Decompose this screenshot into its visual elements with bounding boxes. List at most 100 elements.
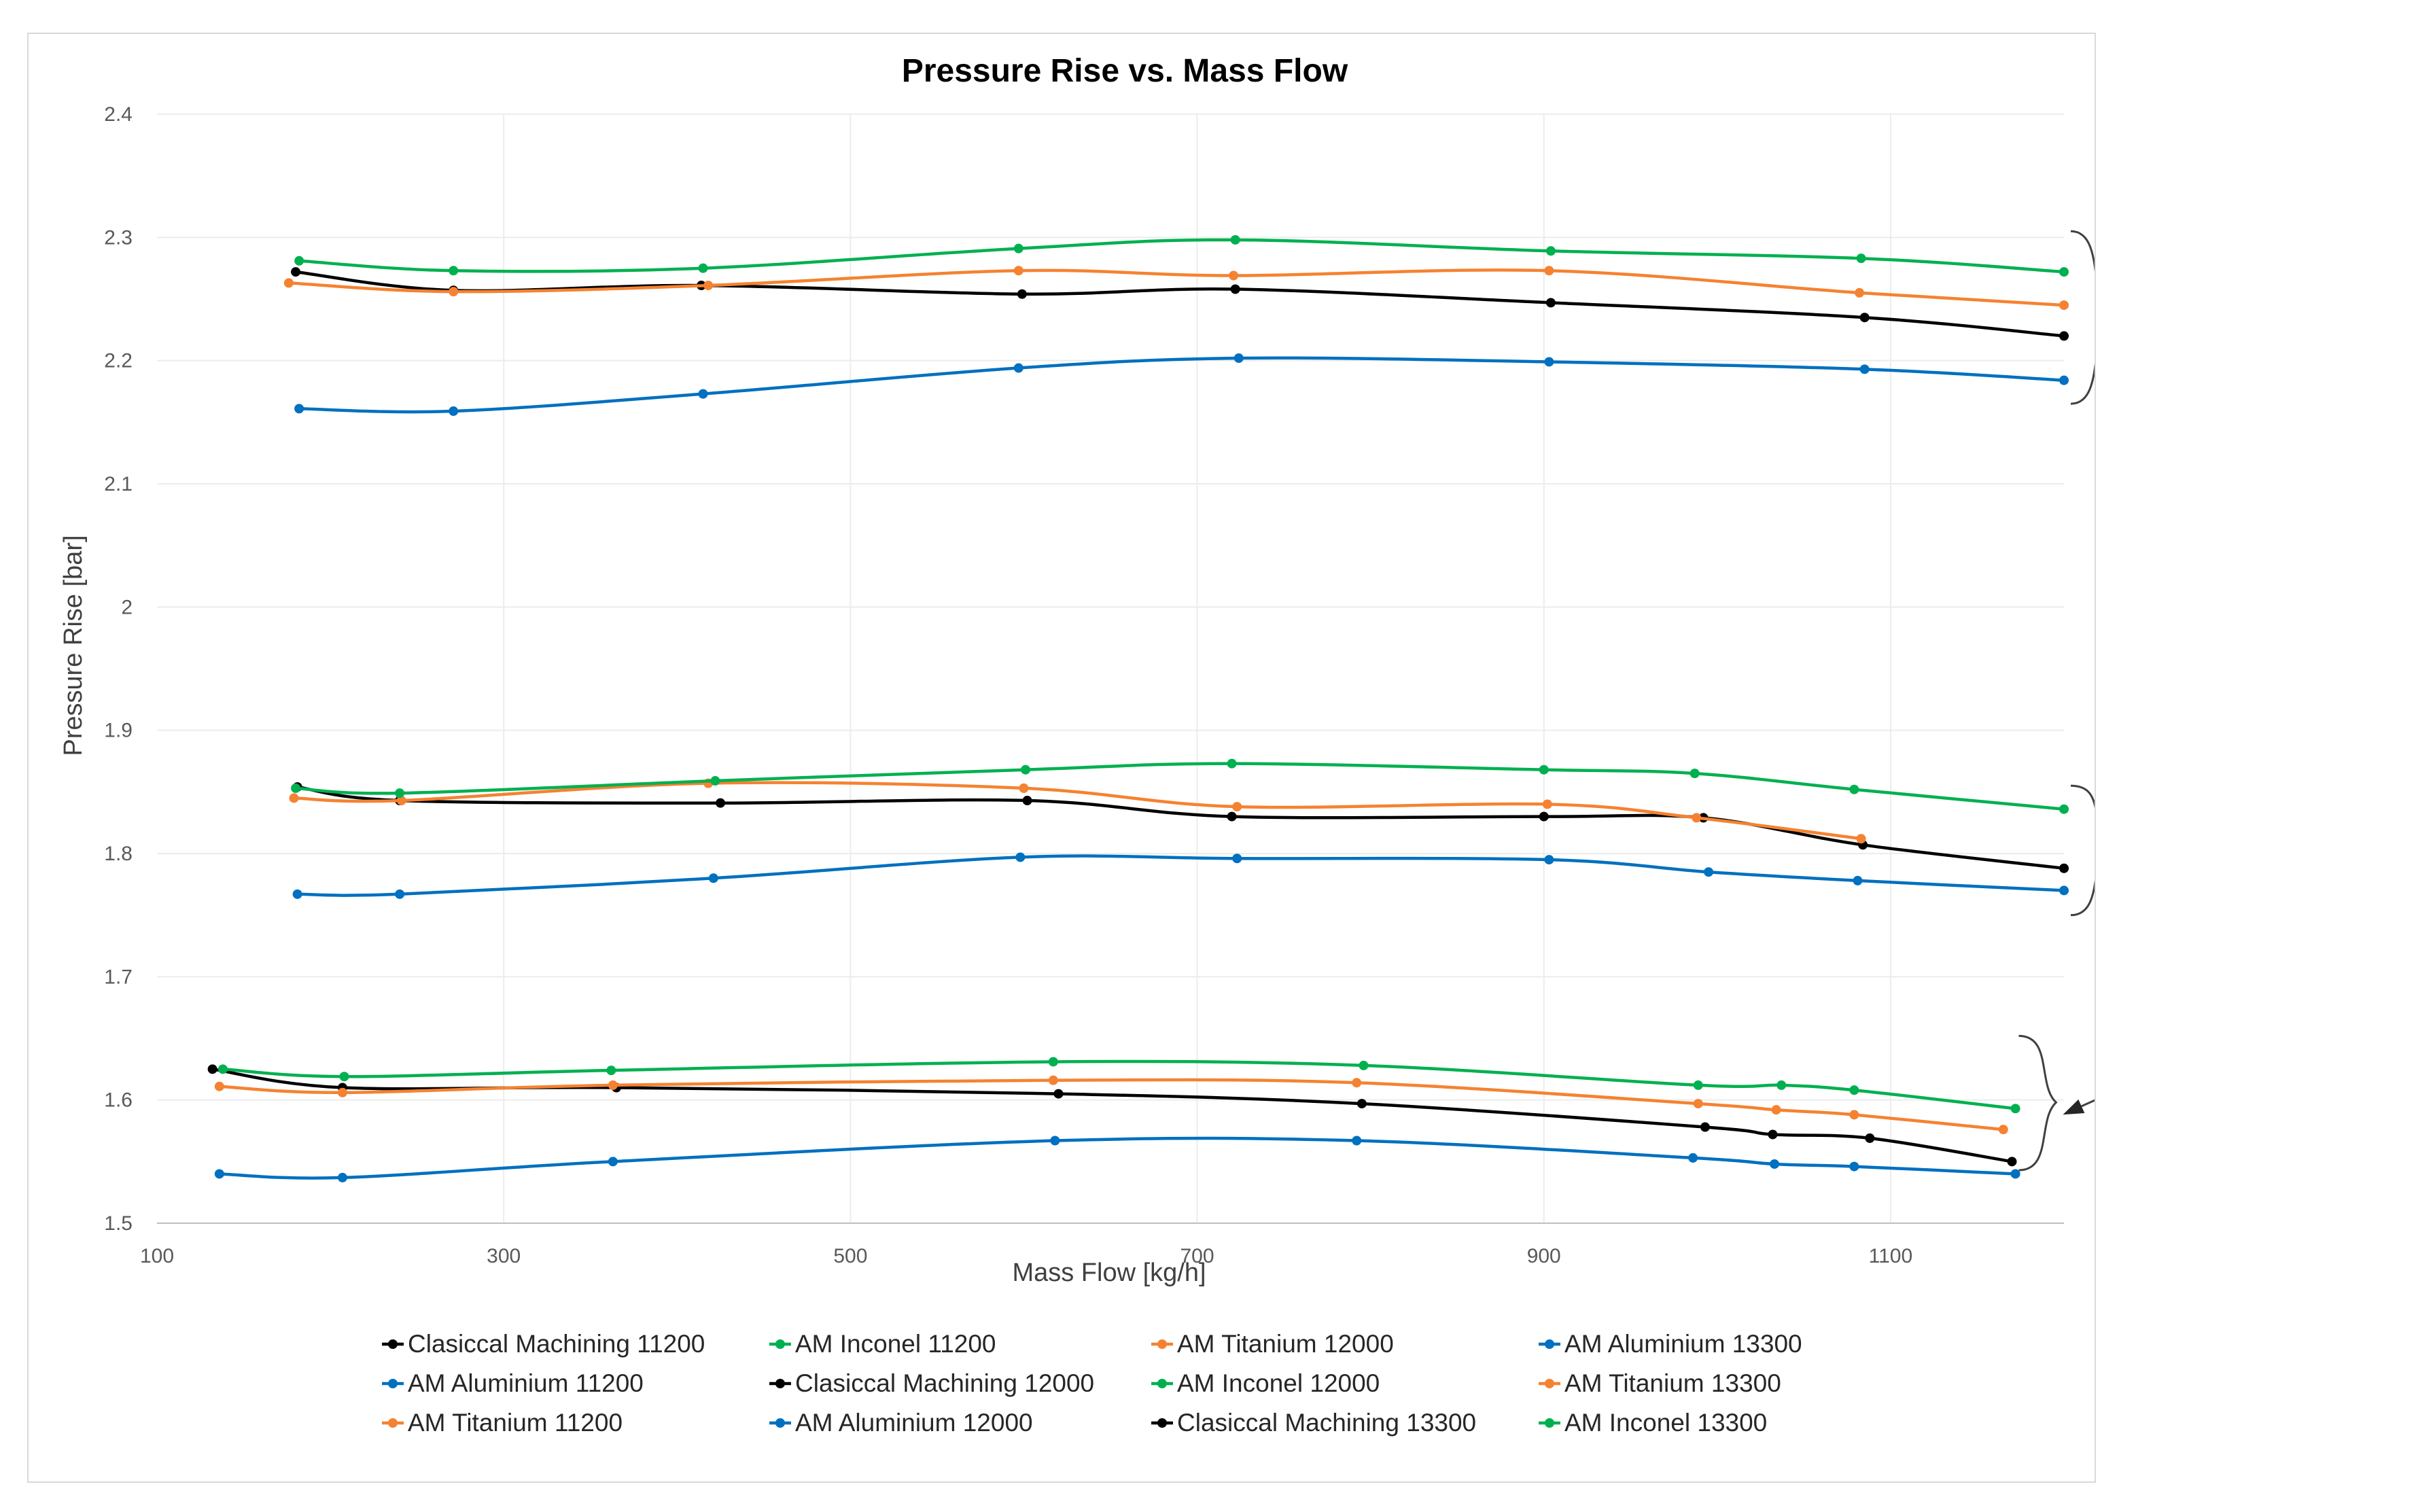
rpm-brace xyxy=(2018,1034,2058,1172)
y-tick-label: 1.8 xyxy=(104,843,133,865)
legend-label: AM Inconel 12000 xyxy=(1177,1369,1380,1397)
data-point xyxy=(1230,234,1240,245)
legend-item: Clasiccal Machining 11200 xyxy=(382,1330,705,1358)
data-point xyxy=(449,266,459,276)
data-point xyxy=(1048,1057,1058,1067)
data-point xyxy=(698,263,708,273)
legend-swatch-marker xyxy=(1157,1339,1167,1349)
data-point xyxy=(294,256,304,266)
data-point xyxy=(1013,363,1023,373)
legend-item: AM Titanium 12000 xyxy=(1151,1330,1394,1358)
chart-title: Pressure Rise vs. Mass Flow xyxy=(902,53,1348,89)
data-point xyxy=(283,278,294,288)
arrow-head-icon xyxy=(2063,1099,2085,1115)
data-point xyxy=(289,793,299,803)
data-point xyxy=(1022,796,1032,806)
series-line xyxy=(299,356,2065,414)
legend-label: AM Aluminium 13300 xyxy=(1564,1330,1802,1358)
series-line xyxy=(294,781,1861,841)
data-point xyxy=(2059,300,2069,311)
series-line xyxy=(297,785,2065,871)
legend-swatch-marker xyxy=(775,1418,785,1428)
series-line xyxy=(219,1078,2003,1131)
data-point xyxy=(214,1081,224,1091)
series-clasiccal-machining-12000 xyxy=(292,782,2069,873)
data-point xyxy=(1352,1078,1362,1088)
series-line xyxy=(219,1136,2016,1180)
data-point xyxy=(1859,313,1870,323)
legend-item: AM Inconel 13300 xyxy=(1539,1409,1767,1437)
legend-item: AM Aluminium 12000 xyxy=(769,1409,1033,1437)
data-point xyxy=(1769,1159,1779,1169)
data-point xyxy=(292,889,302,899)
data-point xyxy=(1227,758,1237,769)
data-point xyxy=(716,798,726,808)
legend-label: Clasiccal Machining 13300 xyxy=(1177,1409,1476,1437)
x-tick-label: 900 xyxy=(1527,1245,1561,1267)
series-line xyxy=(222,1059,2016,1110)
data-point xyxy=(1690,769,1700,779)
data-point xyxy=(2059,804,2069,814)
series-line xyxy=(295,270,2065,338)
series-am-inconel-12000 xyxy=(291,758,2069,814)
data-point xyxy=(1015,852,1026,862)
legend: Clasiccal Machining 11200 AM Aluminium 11… xyxy=(382,1330,1802,1437)
data-point xyxy=(337,1087,347,1097)
data-point xyxy=(449,406,459,417)
data-point xyxy=(698,389,708,399)
data-point xyxy=(1771,1105,1781,1115)
data-point xyxy=(396,796,406,806)
data-point xyxy=(1776,1080,1787,1090)
series-line xyxy=(295,762,2065,811)
legend-label: AM Titanium 12000 xyxy=(1177,1330,1394,1358)
data-point xyxy=(1849,1161,1859,1172)
data-point xyxy=(2010,1104,2020,1114)
data-point xyxy=(1050,1136,1060,1146)
y-tick-label: 1.5 xyxy=(104,1212,133,1235)
rpm-brace xyxy=(2070,230,2095,405)
data-point xyxy=(1539,811,1549,822)
annotation-arrow xyxy=(2081,1099,2095,1108)
x-axis-ticks: 100 300 500 700 900 1100 xyxy=(140,1245,1912,1267)
data-point xyxy=(1233,353,1244,364)
series-am-inconel-13300 xyxy=(294,234,2069,277)
series-clasiccal-machining-13300 xyxy=(291,267,2069,341)
annotations: 13300 rpm12000 rpm11200 rpm xyxy=(2018,230,2095,1172)
data-point xyxy=(1053,1089,1064,1099)
data-point xyxy=(395,788,405,798)
legend-item: AM Aluminium 13300 xyxy=(1539,1330,1802,1358)
data-point xyxy=(1019,783,1029,793)
data-point xyxy=(291,267,301,277)
data-point xyxy=(1853,875,1863,885)
data-point xyxy=(1692,813,1702,823)
legend-label: Clasiccal Machining 12000 xyxy=(795,1369,1094,1397)
data-point xyxy=(291,783,301,793)
data-point xyxy=(1230,284,1240,294)
data-point xyxy=(710,776,720,786)
data-point xyxy=(606,1066,616,1076)
data-point xyxy=(217,1064,228,1074)
data-point xyxy=(1048,1075,1058,1085)
y-axis-ticks: 1.5 1.6 1.7 1.8 1.9 2 2.1 2.2 2.3 2.4 xyxy=(104,103,133,1235)
data-point xyxy=(1856,834,1866,844)
data-point xyxy=(1693,1099,1703,1109)
data-point xyxy=(1865,1133,1875,1143)
data-point xyxy=(1017,289,1027,299)
data-point xyxy=(1013,243,1023,253)
legend-swatch-marker xyxy=(1157,1418,1167,1428)
y-tick-label: 2 xyxy=(121,596,133,618)
data-point xyxy=(1542,799,1552,809)
series-am-titanium-11200 xyxy=(214,1075,2008,1135)
legend-item: AM Inconel 11200 xyxy=(769,1330,996,1358)
chart-frame: Pressure Rise vs. Mass Flow 1.5 1.6 1.7 1.8… xyxy=(27,33,2096,1483)
y-tick-label: 1.7 xyxy=(104,966,133,988)
data-point xyxy=(395,889,405,899)
data-point xyxy=(1232,802,1242,812)
x-tick-label: 500 xyxy=(833,1245,867,1267)
legend-item: Clasiccal Machining 13300 xyxy=(1151,1409,1476,1437)
x-tick-label: 300 xyxy=(487,1245,521,1267)
y-tick-label: 2.3 xyxy=(104,226,133,249)
x-tick-label: 1100 xyxy=(1869,1245,1913,1267)
legend-swatch-marker xyxy=(1157,1379,1167,1388)
data-point xyxy=(1544,266,1554,276)
